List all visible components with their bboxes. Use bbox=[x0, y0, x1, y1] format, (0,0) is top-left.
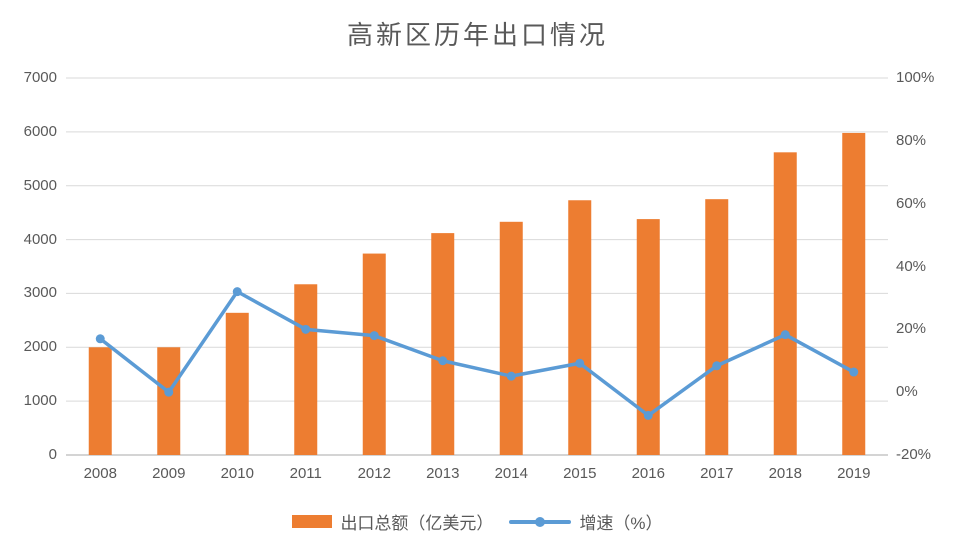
data-point-marker bbox=[849, 367, 859, 377]
x-axis-label: 2017 bbox=[700, 465, 734, 482]
y-axis-label-right: 100% bbox=[896, 69, 935, 86]
x-axis-label: 2014 bbox=[494, 465, 528, 482]
chart-title: 高新区历年出口情况 bbox=[346, 21, 608, 51]
x-axis-label: 2019 bbox=[837, 465, 871, 482]
data-point-marker bbox=[95, 334, 105, 344]
legend-item-growth: 增速（%） bbox=[509, 509, 663, 534]
bar bbox=[568, 200, 592, 455]
x-axis-label: 2011 bbox=[289, 465, 322, 482]
data-point-marker bbox=[575, 358, 585, 368]
line-series-swatch bbox=[509, 516, 572, 527]
bar bbox=[842, 132, 866, 456]
x-axis-label: 2016 bbox=[631, 465, 665, 482]
data-point-marker bbox=[369, 331, 379, 341]
data-point-marker bbox=[506, 371, 516, 381]
data-point-marker bbox=[643, 410, 653, 420]
y-axis-label-left: 6000 bbox=[23, 122, 57, 140]
x-axis-label: 2018 bbox=[768, 465, 802, 482]
data-point-marker bbox=[712, 361, 722, 371]
bar bbox=[157, 347, 181, 455]
data-point-marker bbox=[438, 356, 448, 366]
y-axis-label-left: 2000 bbox=[23, 338, 57, 356]
x-axis-label: 2015 bbox=[563, 465, 597, 482]
y-axis-label-left: 5000 bbox=[23, 176, 57, 194]
x-axis-label: 2008 bbox=[83, 465, 117, 482]
y-axis-label-left: 3000 bbox=[23, 284, 57, 302]
x-axis-label: 2012 bbox=[357, 465, 391, 482]
data-point-marker bbox=[301, 324, 311, 334]
y-axis-label-right: -20% bbox=[896, 446, 932, 463]
legend-item-exports: 出口总额（亿美元） bbox=[292, 509, 493, 534]
legend: 出口总额（亿美元） 增速（%） bbox=[0, 509, 955, 534]
y-axis-label-left: 4000 bbox=[23, 230, 57, 248]
y-axis-label-left: 1000 bbox=[23, 392, 57, 410]
bar bbox=[88, 347, 112, 455]
x-axis-label: 2013 bbox=[426, 465, 460, 482]
bar-series-swatch bbox=[292, 515, 333, 528]
y-axis-label-left: 0 bbox=[48, 446, 57, 463]
data-point-marker bbox=[232, 287, 242, 297]
line-marker-icon bbox=[535, 516, 546, 527]
growth-line bbox=[98, 289, 856, 418]
bar bbox=[499, 221, 523, 455]
x-axis-label: 2009 bbox=[152, 465, 186, 482]
x-axis-label: 2010 bbox=[220, 465, 254, 482]
y-axis-label-right: 60% bbox=[896, 194, 927, 212]
bar bbox=[636, 219, 660, 455]
data-point-marker bbox=[164, 387, 174, 397]
bar bbox=[773, 152, 797, 455]
bar bbox=[362, 253, 386, 455]
y-axis-label-right: 80% bbox=[896, 131, 927, 149]
bar bbox=[225, 312, 249, 455]
bar bbox=[294, 284, 318, 455]
bar bbox=[431, 233, 455, 455]
bar bbox=[705, 199, 729, 455]
y-axis-label-right: 40% bbox=[896, 257, 927, 275]
legend-label-growth: 增速（%） bbox=[579, 514, 663, 533]
legend-label-exports: 出口总额（亿美元） bbox=[340, 514, 494, 533]
y-axis-label-right: 0% bbox=[896, 383, 918, 401]
data-point-marker bbox=[780, 330, 790, 340]
y-axis-label-left: 7000 bbox=[23, 69, 57, 86]
y-axis-label-right: 20% bbox=[896, 320, 927, 338]
